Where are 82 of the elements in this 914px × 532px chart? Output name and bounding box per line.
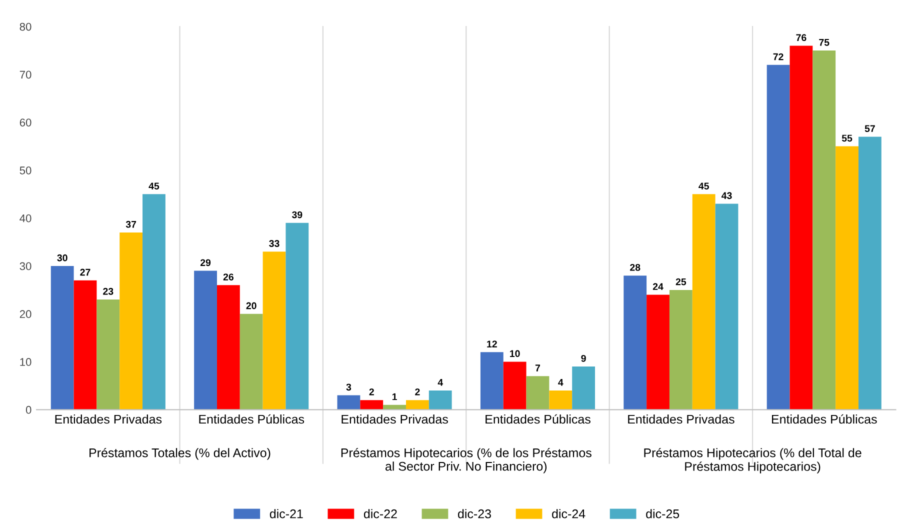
bar bbox=[262, 252, 286, 410]
y-tick-label: 0 bbox=[26, 406, 32, 414]
bar bbox=[240, 314, 263, 410]
data-label: 39 bbox=[292, 211, 302, 218]
bar bbox=[766, 64, 790, 410]
bar bbox=[669, 290, 692, 410]
x-tick-label: Entidades Privadas bbox=[342, 414, 448, 424]
bar bbox=[120, 232, 143, 410]
data-label: 26 bbox=[223, 274, 234, 280]
bar bbox=[194, 270, 217, 410]
data-label: 72 bbox=[773, 53, 784, 60]
data-label: 57 bbox=[864, 125, 875, 132]
y-tick-label: 50 bbox=[20, 166, 32, 174]
data-label: 45 bbox=[698, 182, 709, 190]
bar bbox=[526, 376, 550, 410]
data-label: 4 bbox=[558, 379, 564, 386]
x-tick-label: Entidades Públicas bbox=[772, 414, 877, 424]
data-label: 29 bbox=[200, 259, 211, 266]
bar bbox=[715, 204, 738, 410]
legend-label: dic-24 bbox=[552, 509, 586, 518]
data-label: 43 bbox=[721, 192, 732, 200]
data-label: 2 bbox=[415, 388, 420, 396]
y-tick-label: 10 bbox=[20, 358, 32, 366]
bar bbox=[572, 366, 596, 410]
bar bbox=[216, 285, 240, 410]
legend-label: dic-22 bbox=[364, 509, 397, 518]
text: Préstamos Hipotecarios (% del Total de Préstamos Hipotecarios) bbox=[644, 448, 862, 474]
legend-label: dic-21 bbox=[270, 509, 303, 518]
data-label: 20 bbox=[246, 302, 256, 310]
y-tick-label: 60 bbox=[20, 118, 32, 126]
y-tick-label: 40 bbox=[20, 214, 32, 222]
y-tick-label: 80 bbox=[20, 22, 32, 31]
bar bbox=[337, 395, 360, 410]
bar bbox=[812, 50, 836, 410]
data-label: 3 bbox=[346, 384, 352, 391]
bar bbox=[142, 194, 166, 410]
data-label: 23 bbox=[103, 288, 114, 295]
data-label: 30 bbox=[57, 254, 68, 262]
bar bbox=[858, 136, 882, 410]
legend-label: dic-23 bbox=[458, 509, 491, 518]
data-label: 76 bbox=[796, 34, 806, 42]
data-label: 28 bbox=[630, 264, 640, 271]
bar bbox=[286, 222, 309, 410]
x-tick-label: Entidades Públicas bbox=[199, 414, 304, 424]
bar bbox=[406, 400, 429, 410]
data-label: 45 bbox=[148, 182, 160, 190]
y-tick-label: 20 bbox=[20, 310, 32, 318]
data-label: 27 bbox=[80, 268, 90, 276]
bar bbox=[646, 294, 670, 410]
data-label: 25 bbox=[676, 278, 686, 286]
data-label: 12 bbox=[487, 340, 497, 348]
data-label: 1 bbox=[392, 393, 397, 400]
data-label: 55 bbox=[842, 134, 852, 142]
bar bbox=[549, 390, 572, 410]
data-label: 33 bbox=[269, 240, 280, 247]
y-tick-label: 30 bbox=[20, 262, 32, 270]
x-tick-label: Entidades Privadas bbox=[55, 414, 162, 424]
bar bbox=[836, 146, 858, 410]
bar bbox=[50, 266, 74, 410]
data-label: 7 bbox=[535, 364, 540, 372]
bar bbox=[74, 280, 97, 410]
text: Préstamos Hipotecarios (% de los Préstamos al Sector Priv. No Financiero) bbox=[341, 448, 592, 474]
data-label: 10 bbox=[510, 350, 520, 358]
bar bbox=[480, 352, 504, 410]
data-label: 4 bbox=[438, 379, 444, 386]
data-label: 75 bbox=[819, 39, 830, 46]
bar bbox=[96, 300, 120, 410]
text: Préstamos Totales (% del Activo) bbox=[90, 448, 270, 460]
bar bbox=[360, 400, 384, 410]
bar bbox=[428, 390, 452, 410]
x-tick-label: Entidades Privadas bbox=[628, 414, 734, 424]
data-label: 2 bbox=[369, 388, 374, 396]
x-tick-label: Entidades Públicas bbox=[486, 414, 590, 424]
data-label: 37 bbox=[126, 220, 136, 228]
data-label: 9 bbox=[581, 354, 586, 362]
legend-label: dic-25 bbox=[646, 509, 680, 518]
bar bbox=[790, 46, 813, 410]
bar bbox=[692, 194, 716, 410]
data-label: 24 bbox=[652, 283, 664, 290]
y-tick-label: 70 bbox=[20, 70, 32, 79]
bar bbox=[503, 362, 526, 410]
bar bbox=[624, 276, 647, 410]
